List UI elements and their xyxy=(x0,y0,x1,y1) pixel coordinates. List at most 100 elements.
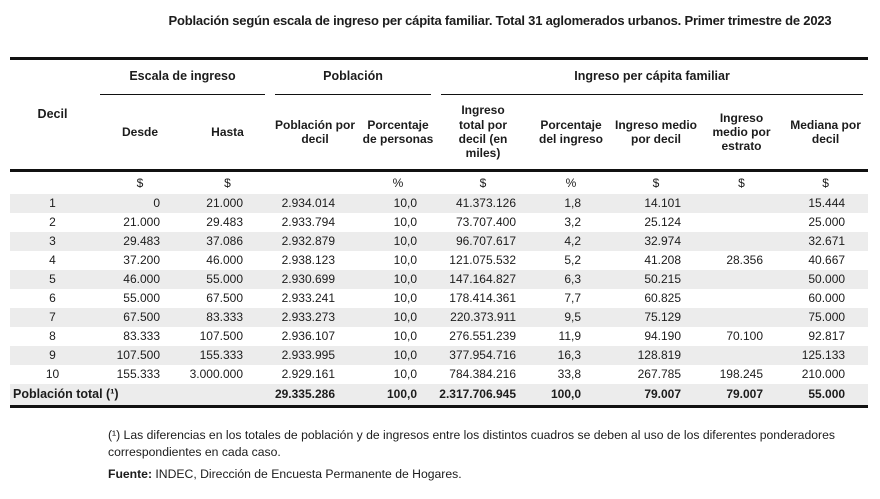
cell-ingreso-medio-estrato xyxy=(700,232,783,251)
group-header-row: Decil Escala de ingreso Población Ingres… xyxy=(10,58,868,172)
cell-ingreso-medio-decil: 41.208 xyxy=(644,253,682,268)
cell-mediana: 15.444 xyxy=(808,196,846,211)
cell-hasta: 46.000 xyxy=(206,253,243,268)
table-row-decil-5: 5 46.000 55.000 2.930.699 10,0 147.164.8… xyxy=(10,269,869,289)
cell-desde: 55.000 xyxy=(123,291,160,306)
unit-cell xyxy=(10,170,95,194)
unit-cell: % xyxy=(565,175,577,190)
cell-desde: 107.500 xyxy=(116,348,160,363)
total-cell-pct-ingreso: 100,0 xyxy=(530,383,613,408)
cell-ingreso-medio-estrato: 28.356 xyxy=(726,253,764,268)
cell-pct-ingreso: 3,2 xyxy=(564,215,582,230)
cell-hasta: 107.500 xyxy=(199,329,243,344)
cell-mediana: 125.133 xyxy=(801,348,846,363)
cell-ingreso-medio-estrato xyxy=(700,270,783,289)
cell-pct-personas: 10,0 xyxy=(393,329,418,344)
footnote-text: (¹) Las diferencias en los totales de po… xyxy=(108,427,835,460)
cell-mediana: 32.671 xyxy=(808,234,846,249)
cell-ingreso-total: 784.384.216 xyxy=(449,367,517,382)
cell-mediana: 50.000 xyxy=(808,272,846,287)
table-row-decil-7: 7 67.500 83.333 2.933.273 10,0 220.373.9… xyxy=(10,307,869,327)
cell-pct-personas: 10,0 xyxy=(393,291,418,306)
col-header-mediana-por-decil: Mediana por decil xyxy=(783,94,869,172)
cell-pct-personas: 10,0 xyxy=(393,367,418,382)
cell-poblacion: 2.933.241 xyxy=(281,291,335,306)
cell-ingreso-medio-decil: 267.785 xyxy=(637,367,682,382)
cell-hasta: 67.500 xyxy=(206,291,243,306)
cell-ingreso-medio-decil: 32.974 xyxy=(644,234,682,249)
cell-poblacion: 2.934.014 xyxy=(281,196,335,211)
cell-hasta: 37.086 xyxy=(206,234,243,249)
cell-ingreso-medio-decil: 128.819 xyxy=(637,348,682,363)
cell-pct-ingreso: 6,3 xyxy=(564,272,582,287)
col-header-decil: Decil xyxy=(10,58,95,172)
cell-desde: 0 xyxy=(153,196,160,211)
total-cell-mediana: 55.000 xyxy=(783,383,869,408)
total-row-label: Población total (¹) xyxy=(10,383,270,408)
cell-poblacion: 2.930.699 xyxy=(281,272,335,287)
cell-ingreso-total: 377.954.716 xyxy=(449,348,517,363)
cell-ingreso-total: 220.373.911 xyxy=(450,310,517,325)
col-header-porcentaje-del-ingreso: Porcentaje del ingreso xyxy=(530,94,613,172)
cell-poblacion: 2.936.107 xyxy=(281,329,335,344)
sub-header-row: Desde Hasta Población por decil Porcenta… xyxy=(10,94,869,172)
cell-desde: 83.333 xyxy=(123,329,160,344)
unit-cell: $ xyxy=(738,175,745,190)
table-body: $ $ % $ % $ $ $ 1 0 21.000 2.934.014 10,… xyxy=(10,170,869,408)
total-cell-ingreso-total: 2.317.706.945 xyxy=(436,383,531,408)
cell-hasta: 29.483 xyxy=(206,215,243,230)
cell-pct-ingreso: 16,3 xyxy=(557,348,582,363)
cell-ingreso-medio-decil: 60.825 xyxy=(644,291,682,306)
column-group-ingreso-label: Ingreso per cápita familiar xyxy=(441,60,864,95)
table-header: Decil Escala de ingreso Población Ingres… xyxy=(10,58,869,172)
income-decile-table: Decil Escala de ingreso Población Ingres… xyxy=(10,57,869,408)
col-header-poblacion-por-decil: Población por decil xyxy=(270,94,360,172)
unit-cell: $ xyxy=(652,175,660,190)
cell-ingreso-medio-estrato xyxy=(700,308,783,327)
cell-ingreso-medio-decil: 75.129 xyxy=(644,310,682,325)
cell-mediana: 60.000 xyxy=(808,291,846,306)
cell-pct-ingreso: 5,2 xyxy=(564,253,582,268)
source-line: Fuente: INDEC, Dirección de Encuesta Per… xyxy=(108,466,858,483)
cell-desde: 29.483 xyxy=(123,234,160,249)
cell-pct-personas: 10,0 xyxy=(393,310,418,325)
cell-decil: 10 xyxy=(45,367,60,382)
cell-poblacion: 2.932.879 xyxy=(281,234,335,249)
column-group-poblacion-label: Población xyxy=(275,60,432,95)
table-row-decil-3: 3 29.483 37.086 2.932.879 10,0 96.707.61… xyxy=(10,231,869,251)
cell-ingreso-medio-estrato xyxy=(700,194,783,213)
cell-hasta: 55.000 xyxy=(206,272,243,287)
cell-mediana: 40.667 xyxy=(808,253,846,268)
cell-pct-ingreso: 33,8 xyxy=(557,367,582,382)
cell-ingreso-medio-decil: 25.124 xyxy=(644,215,682,230)
column-group-ingreso-per-capita: Ingreso per cápita familiar xyxy=(436,59,868,95)
table-row-decil-4: 4 37.200 46.000 2.938.123 10,0 121.075.5… xyxy=(10,251,868,270)
unit-cell: $ xyxy=(136,175,144,190)
cell-decil: 4 xyxy=(49,253,56,268)
cell-pct-ingreso: 7,7 xyxy=(564,291,582,306)
cell-pct-personas: 10,0 xyxy=(393,234,418,249)
cell-hasta: 3.000.000 xyxy=(189,367,243,382)
column-group-escala-de-ingreso: Escala de ingreso xyxy=(95,59,270,95)
cell-poblacion: 2.933.273 xyxy=(281,310,335,325)
cell-decil: 5 xyxy=(49,272,56,287)
cell-pct-personas: 10,0 xyxy=(393,253,418,268)
cell-decil: 6 xyxy=(49,291,56,306)
cell-pct-ingreso: 9,5 xyxy=(564,310,582,325)
unit-cell: $ xyxy=(479,175,487,190)
cell-ingreso-medio-decil: 94.190 xyxy=(644,329,682,344)
cell-hasta: 21.000 xyxy=(206,196,243,211)
cell-decil: 3 xyxy=(49,234,56,249)
cell-pct-ingreso: 1,8 xyxy=(564,196,582,211)
cell-desde: 67.500 xyxy=(123,310,160,325)
cell-mediana: 210.000 xyxy=(801,367,846,382)
cell-pct-personas: 10,0 xyxy=(393,348,418,363)
cell-pct-ingreso: 4,2 xyxy=(564,234,582,249)
cell-ingreso-medio-estrato: 70.100 xyxy=(726,329,764,344)
cell-mediana: 75.000 xyxy=(808,310,846,325)
cell-ingreso-medio-estrato xyxy=(700,289,783,308)
col-header-hasta: Hasta xyxy=(185,94,270,172)
cell-ingreso-medio-decil: 14.101 xyxy=(644,196,682,211)
column-group-escala-label: Escala de ingreso xyxy=(100,60,265,95)
source-text: INDEC, Dirección de Encuesta Permanente … xyxy=(152,467,462,482)
